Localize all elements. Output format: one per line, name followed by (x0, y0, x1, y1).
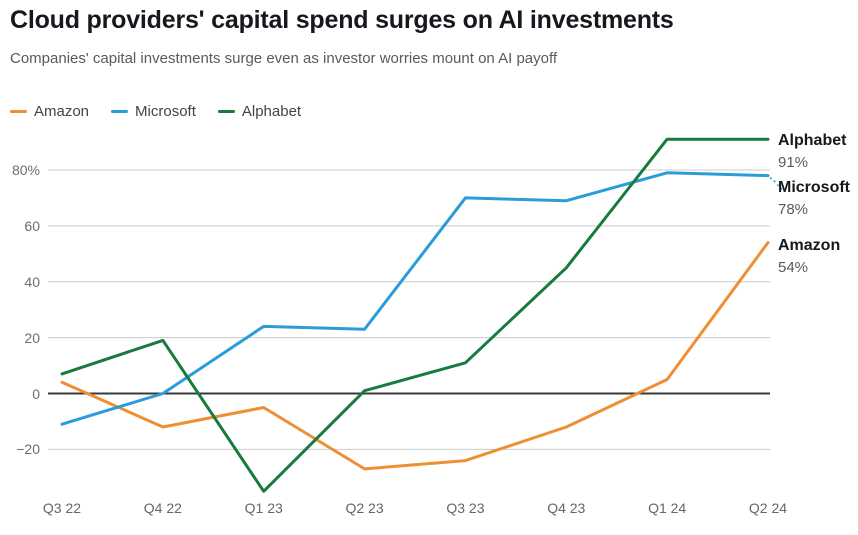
series-end-name: Amazon (778, 237, 841, 254)
chart-subtitle: Companies' capital investments surge eve… (10, 50, 558, 67)
series-end-label-microsoft: Microsoft 78% (778, 178, 858, 219)
x-tick-label: Q1 23 (244, 500, 283, 516)
series-end-value: 54% (778, 259, 809, 276)
legend-swatch-icon (10, 110, 27, 113)
x-tick-label: Q2 24 (748, 500, 788, 516)
series-end-label-amazon: Amazon 54% (778, 236, 858, 277)
legend-label: Amazon (34, 103, 90, 120)
x-tick-label: Q2 23 (345, 500, 384, 516)
legend-item-microsoft: Microsoft (111, 103, 196, 120)
y-tick-label: 20 (24, 329, 40, 346)
series-line-alphabet (60, 137, 770, 493)
legend-label: Microsoft (135, 103, 196, 120)
x-tick-label: Q3 23 (446, 500, 485, 516)
series-end-label-alphabet: Alphabet 91% (778, 131, 858, 172)
series-end-value: 91% (778, 154, 809, 171)
y-tick-label: 40 (24, 273, 40, 290)
legend-label: Alphabet (241, 103, 302, 120)
legend: Amazon Microsoft Alphabet (10, 103, 301, 120)
x-tick-label: Q3 22 (42, 500, 82, 516)
legend-item-amazon: Amazon (10, 103, 89, 120)
x-tick-label: Q1 24 (648, 500, 687, 516)
series-line-amazon (60, 241, 770, 471)
series-end-value: 78% (778, 201, 809, 218)
chart-title: Cloud providers' capital spend surges on… (10, 6, 674, 34)
microsoft-label-leader-line (769, 176, 784, 192)
y-tick-label: 80% (11, 161, 40, 178)
series-end-name: Alphabet (778, 132, 847, 149)
y-tick-label: −20 (16, 441, 40, 458)
legend-swatch-icon (217, 110, 235, 113)
y-tick-label: 60 (24, 217, 40, 234)
x-tick-label: Q4 22 (143, 500, 182, 516)
legend-item-alphabet: Alphabet (217, 103, 302, 120)
series-end-name: Microsoft (778, 179, 850, 196)
y-tick-label: 0 (32, 385, 40, 402)
series-line-microsoft (60, 171, 770, 426)
legend-swatch-icon (111, 110, 129, 113)
x-tick-label: Q4 23 (547, 500, 586, 516)
